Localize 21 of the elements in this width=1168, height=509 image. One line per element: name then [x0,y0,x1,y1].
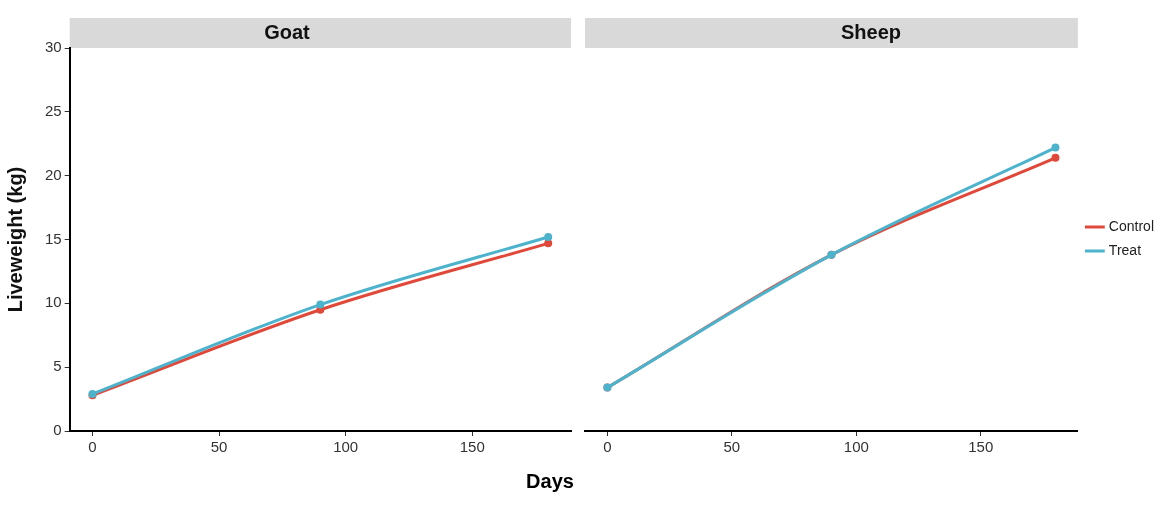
legend-label: Treat [1108,241,1142,258]
x-tick-label: 50 [723,438,741,456]
x-tick-label: 0 [88,438,97,456]
legend-label: Control [1108,217,1155,234]
x-tick-label: 100 [333,438,359,456]
chart-title: Sheep [840,20,902,43]
x-tick-label: 0 [603,438,612,456]
y-tick-label: 20 [45,165,62,183]
y-tick-label: 10 [45,293,62,311]
y-tick-label: 25 [45,101,62,119]
x-tick-label: 150 [968,438,994,456]
y-axis-title: Liveweight (kg) [3,166,26,313]
chart-title: Goat [264,20,311,43]
y-tick-label: 15 [45,229,62,247]
y-tick-label: 0 [53,421,62,439]
x-tick-label: 150 [459,438,485,456]
y-tick-label: 30 [45,38,62,56]
y-tick-label: 5 [53,357,62,375]
x-axis-title: Days [525,470,575,493]
x-tick-label: 100 [843,438,869,456]
x-tick-label: 50 [210,438,228,456]
